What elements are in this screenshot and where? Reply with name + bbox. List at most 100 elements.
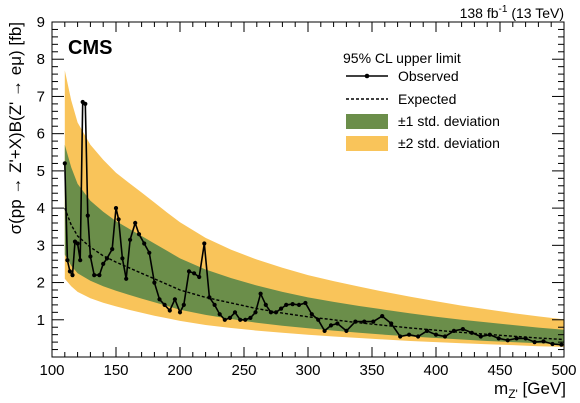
observed-point [316, 317, 321, 322]
y-tick-label: 4 [37, 200, 45, 217]
observed-point [227, 315, 232, 320]
observed-point [181, 302, 186, 307]
observed-point [238, 317, 243, 322]
y-tick-label: 8 [37, 51, 45, 68]
observed-point [67, 269, 72, 274]
observed-point [263, 302, 268, 307]
observed-point [268, 310, 273, 315]
legend-one-sigma-swatch [346, 114, 388, 129]
observed-point [62, 161, 67, 166]
y-axis-label: σ(pp → Z'+X)B(Z' → eμ) [fb] [6, 22, 25, 234]
observed-point [92, 273, 97, 278]
observed-point [128, 237, 133, 242]
observed-point [550, 341, 555, 347]
observed-point [120, 256, 125, 261]
observed-point [335, 321, 340, 326]
observed-point [523, 336, 528, 341]
observed-point [147, 250, 152, 255]
observed-point [273, 310, 279, 315]
observed-point [167, 308, 172, 313]
observed-point [197, 274, 202, 280]
observed-point [177, 310, 183, 315]
observed-point [353, 319, 358, 324]
observed-point [541, 339, 546, 344]
x-axis-label-unit: [GeV] [518, 379, 566, 398]
observed-series [62, 99, 564, 347]
uncertainty-bands [64, 70, 565, 347]
observed-point [202, 241, 207, 246]
observed-point [389, 321, 394, 326]
observed-point [371, 319, 376, 324]
y-tick-label: 6 [37, 126, 45, 143]
observed-point [362, 319, 367, 324]
x-tick-label: 100 [39, 362, 64, 379]
observed-point [212, 302, 217, 307]
one-sigma-band [64, 144, 565, 345]
observed-point [83, 101, 88, 106]
x-tick-label: 250 [231, 362, 256, 379]
observed-point [110, 247, 115, 252]
observed-point [78, 258, 83, 263]
y-tick-label: 2 [37, 275, 45, 292]
observed-point [133, 220, 138, 226]
observed-point [424, 328, 430, 333]
observed-point [416, 334, 421, 339]
observed-point [75, 241, 80, 246]
observed-point [290, 302, 295, 307]
observed-point [296, 302, 302, 307]
observed-point [559, 342, 564, 347]
x-tick-label: 150 [103, 362, 128, 379]
observed-point [532, 340, 537, 345]
x-axis-label: mZ' [GeV] [494, 379, 566, 401]
expected-line [64, 207, 565, 341]
observed-point [85, 213, 90, 218]
observed-point [284, 302, 289, 307]
observed-point [136, 232, 142, 237]
observed-point [442, 334, 448, 339]
legend-title: 95% CL upper limit [343, 50, 461, 66]
observed-point [279, 306, 284, 311]
observed-point [514, 336, 519, 341]
observed-point [460, 327, 465, 332]
observed-point [152, 280, 157, 285]
observed-point [496, 336, 501, 341]
observed-point [65, 258, 70, 263]
observed-point [433, 332, 439, 337]
legend-two-sigma-swatch [346, 136, 388, 151]
observed-point [172, 297, 177, 302]
observed-point [113, 206, 119, 211]
x-tick-label: 300 [295, 362, 320, 379]
observed-point [222, 317, 227, 322]
legend-observed-marker [364, 73, 370, 79]
observed-point [124, 276, 129, 281]
x-tick-label: 350 [359, 362, 384, 379]
observed-point [487, 332, 492, 337]
observed-point [88, 254, 93, 259]
observed-point [469, 330, 474, 335]
observed-point [243, 317, 248, 322]
x-tick-label: 450 [487, 362, 512, 379]
observed-point [207, 295, 212, 300]
observed-point [309, 312, 314, 317]
expected-series [64, 207, 565, 341]
observed-point [253, 310, 258, 315]
legend-expected-label: Expected [398, 91, 456, 107]
y-tick-label: 1 [37, 312, 45, 329]
observed-point [303, 300, 308, 306]
observed-point [232, 310, 238, 315]
x-axis-label-sub: Z' [508, 387, 518, 401]
energy-value: (13 TeV) [507, 5, 564, 21]
observed-point [162, 302, 167, 307]
observed-point [186, 269, 192, 274]
legend-observed-label: Observed [398, 68, 459, 84]
observed-point [142, 241, 147, 246]
x-tick-label: 200 [167, 362, 192, 379]
x-tick-label: 400 [423, 362, 448, 379]
lumi-superscript: -1 [499, 4, 508, 15]
observed-point [451, 328, 456, 333]
luminosity-label: 138 fb-1 (13 TeV) [460, 4, 564, 21]
legend-two-sigma-label: ±2 std. deviation [398, 135, 500, 151]
axis-ticks: 100 150 200 250 300 350 400 450 500 1 2 3 4 5 6 7 8 9 [37, 14, 577, 379]
observed-point [101, 261, 106, 266]
